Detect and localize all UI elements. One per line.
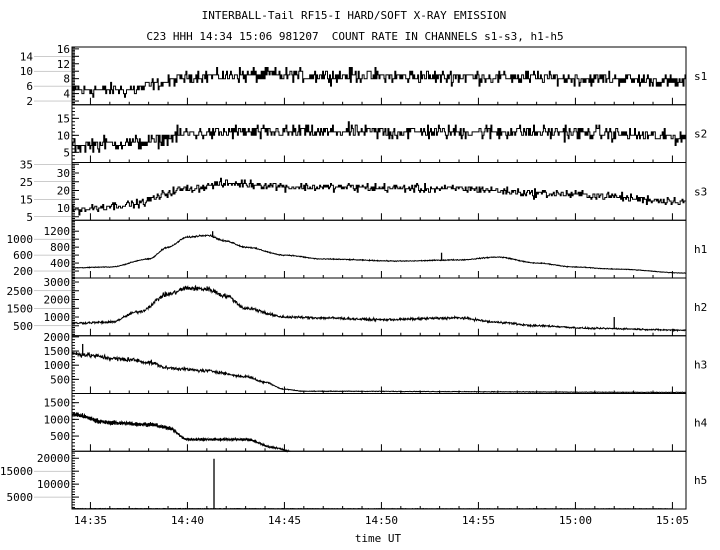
channel-label-s2: s2 [694, 128, 707, 141]
channel-label-h5: h5 [694, 474, 707, 487]
y-tick-label-h1: 800 [50, 241, 70, 254]
y-tick-label-s3: 10 [57, 202, 70, 215]
panel-frame [71, 277, 687, 337]
y-tick-label-h1: 1000 [7, 233, 34, 246]
y-tick-label-h4: 500 [50, 430, 70, 443]
y-tick-label-s1: 2 [26, 95, 33, 108]
y-tick-label-h1: 200 [13, 265, 33, 278]
panel-s1: s1 16 14 12 10 8 6 4 2 [20, 43, 708, 108]
panel-s2: s2 15 10 5 [57, 104, 707, 163]
x-tick-label: 15:05 [656, 514, 689, 527]
y-tick-label-h2: 1500 [7, 302, 34, 315]
y-tick-label-s3: 5 [26, 211, 33, 224]
series-h2 [71, 284, 687, 333]
y-tick-label-s3: 35 [20, 158, 33, 171]
x-tick-label: 14:40 [171, 514, 204, 527]
x-tick-label: 14:55 [462, 514, 495, 527]
y-tick-label-h1: 1200 [44, 225, 71, 238]
y-tick-label-s1: 12 [57, 58, 70, 71]
panel-frame [71, 219, 687, 279]
y-tick-label-h2: 3000 [44, 276, 71, 289]
panel-h1: h1 1200 1000 800 600 400 200 [7, 219, 707, 279]
y-tick-label-h2: 1000 [44, 311, 71, 324]
y-tick-label-s1: 6 [26, 80, 33, 93]
panel-frame [71, 335, 687, 394]
channel-label-h1: h1 [694, 243, 707, 256]
y-tick-label-h1: 600 [13, 249, 33, 262]
series-s1 [72, 67, 687, 98]
y-tick-label-h2: 2500 [7, 285, 34, 298]
y-tick-label-s1: 4 [63, 88, 70, 101]
y-tick-label-s3: 20 [57, 185, 70, 198]
x-axis-label: time UT [355, 532, 402, 545]
y-tick-label-s1: 10 [20, 65, 33, 78]
y-tick-label-s3: 30 [57, 167, 70, 180]
y-tick-label-h5: 5000 [7, 491, 34, 504]
y-tick-label-h3: 1000 [44, 359, 71, 372]
channel-label-s3: s3 [694, 185, 707, 198]
series-h3 [71, 350, 687, 394]
panel-h2: h2 3000 2500 2000 1500 1000 500 [7, 276, 707, 337]
series-h4 [71, 411, 291, 453]
y-tick-label-h4: 1500 [44, 397, 71, 410]
chart-subtitle: C23 HHH 14:34 15:06 981207 COUNT RATE IN… [146, 30, 563, 43]
x-tick-label: 14:45 [268, 514, 301, 527]
y-tick-label-h3: 2000 [44, 331, 71, 344]
panel-frame [71, 393, 687, 452]
y-tick-label-h5: 10000 [37, 478, 70, 491]
y-tick-label-s1: 8 [63, 73, 70, 86]
y-tick-label-h3: 500 [50, 373, 70, 386]
x-tick-label: 14:35 [74, 514, 107, 527]
y-tick-label-s3: 15 [20, 193, 33, 206]
channel-label-h2: h2 [694, 301, 707, 314]
series-h5 [71, 507, 673, 510]
y-tick-label-h5: 15000 [0, 465, 33, 478]
y-tick-label-s2: 5 [63, 146, 70, 159]
panel-h4: h4 1500 1000 500 [44, 393, 708, 453]
channel-label-s1: s1 [694, 70, 707, 83]
y-tick-label-h5: 20000 [37, 452, 70, 465]
series-h1 [72, 233, 686, 274]
y-tick-label-h1: 400 [50, 257, 70, 270]
panel-frame [71, 162, 687, 221]
channel-label-h4: h4 [694, 416, 708, 429]
x-tick-label: 15:00 [559, 514, 592, 527]
panel-frame [71, 450, 687, 510]
series-s3 [72, 177, 686, 216]
chart-title: INTERBALL-Tail RF15-I HARD/SOFT X-RAY EM… [202, 9, 507, 22]
y-tick-label-h4: 1000 [44, 413, 71, 426]
series-s2 [72, 121, 686, 153]
x-tick-label: 14:50 [365, 514, 398, 527]
y-tick-label-s2: 15 [57, 112, 70, 125]
y-tick-label-s1: 14 [20, 50, 34, 63]
y-tick-label-h3: 1500 [44, 345, 71, 358]
channel-label-h3: h3 [694, 359, 707, 372]
y-tick-label-h2: 2000 [44, 294, 71, 307]
y-tick-label-s1: 16 [57, 43, 70, 56]
y-tick-label-h2: 500 [13, 320, 33, 333]
y-tick-label-s3: 25 [20, 176, 33, 189]
panel-s3: s3 35 30 25 20 15 10 5 [20, 158, 708, 224]
y-tick-label-s2: 10 [57, 129, 70, 142]
